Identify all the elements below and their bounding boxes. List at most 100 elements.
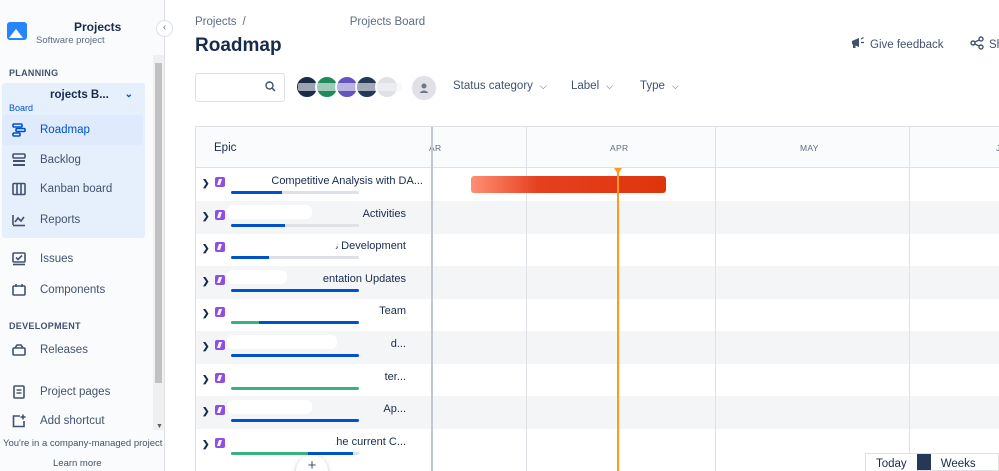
redacted-text <box>227 335 337 349</box>
sidebar-item-label: Components <box>40 284 106 296</box>
progress-inprogress-fill <box>231 354 359 357</box>
type-filter[interactable]: Type ⌵ <box>640 80 679 92</box>
redacted-avatar-names <box>298 83 402 91</box>
sidebar-item-label: Backlog <box>40 154 81 166</box>
chevron-down-icon[interactable]: ⌄ <box>124 89 133 100</box>
breadcrumb-board-link[interactable]: Projects Board <box>349 16 426 28</box>
epic-row[interactable]: ❯ Ap... <box>196 396 999 430</box>
page-title: Roadmap <box>195 35 282 56</box>
expand-chevron-icon[interactable]: ❯ <box>202 210 210 221</box>
sidebar-item-kanban-board[interactable]: Kanban board <box>2 174 143 204</box>
status-category-filter[interactable]: Status category ⌵ <box>453 80 547 92</box>
timeline-zoom-control: Today Weeks <box>865 453 999 471</box>
sidebar-item-issues[interactable]: Issues <box>2 244 143 274</box>
progress-inprogress-fill <box>231 223 285 227</box>
share-icon <box>970 36 984 53</box>
scroll-down-arrow-icon[interactable]: ▼ <box>156 423 163 430</box>
today-button[interactable]: Today <box>866 454 917 471</box>
sidebar-scrollbar[interactable]: ▼ <box>153 55 164 430</box>
epic-row[interactable]: ❯ to the current C... <box>196 429 999 462</box>
search-input[interactable] <box>195 73 285 102</box>
epic-icon <box>215 340 225 350</box>
column-resize-handle[interactable] <box>431 127 433 471</box>
epic-icon <box>215 405 225 416</box>
learn-more-link[interactable]: Learn more <box>53 458 102 469</box>
megaphone-icon <box>850 36 865 53</box>
add-person-icon[interactable] <box>412 76 436 100</box>
sidebar-item-releases[interactable]: Releases <box>2 335 143 365</box>
sidebar-item-components[interactable]: Components <box>2 275 143 305</box>
month-label: J <box>996 143 999 153</box>
label-filter[interactable]: Label ⌵ <box>571 80 613 92</box>
breadcrumb: Projects / Projects Board <box>195 16 425 28</box>
breadcrumb-projects-link[interactable]: Projects <box>195 16 237 28</box>
expand-chevron-icon[interactable]: ❯ <box>202 438 210 449</box>
collapse-sidebar-button[interactable]: ‹ <box>156 20 173 37</box>
reports-icon <box>11 212 27 228</box>
month-label: APR <box>610 143 629 153</box>
project-name[interactable]: Projects <box>74 20 122 34</box>
give-feedback-button[interactable]: Give feedback <box>850 36 944 53</box>
month-gridline <box>715 127 716 471</box>
weeks-button[interactable]: Weeks <box>940 458 976 470</box>
epic-timeline-bar[interactable] <box>471 176 666 193</box>
redacted-text <box>227 367 287 382</box>
planning-heading: PLANNING <box>9 68 59 78</box>
expand-chevron-icon[interactable]: ❯ <box>202 243 210 254</box>
type-filter-label: Type <box>640 80 665 92</box>
month-gridline <box>526 127 527 471</box>
sidebar-item-label: Releases <box>40 344 88 356</box>
epic-column-header: Epic <box>196 127 432 168</box>
progress-done-fill <box>231 451 308 455</box>
epic-row[interactable]: ❯ ter... <box>196 364 999 397</box>
epic-progress-bar <box>231 386 359 390</box>
roadmap-icon <box>11 122 27 138</box>
epic-icon <box>215 242 225 253</box>
expand-chevron-icon[interactable]: ❯ <box>202 178 210 188</box>
sidebar-item-roadmap[interactable]: Roadmap <box>2 115 143 145</box>
sidebar-item-label: Add shortcut <box>40 415 105 427</box>
sidebar-item-label: Reports <box>40 214 81 226</box>
timeline-header: AR APR MAY J <box>429 127 999 168</box>
share-button[interactable]: Sh <box>970 36 999 53</box>
kanban-board-icon <box>11 181 27 197</box>
today-marker-head <box>614 168 622 174</box>
issues-icon <box>11 251 27 267</box>
sidebar-item-reports[interactable]: Reports <box>2 205 143 235</box>
epic-row[interactable]: ❯ Activities <box>196 200 999 234</box>
progress-done-fill <box>231 321 260 325</box>
epic-icon <box>215 209 225 220</box>
progress-inprogress-fill <box>231 288 359 292</box>
add-shortcut-icon <box>11 413 27 429</box>
create-epic-button[interactable]: + <box>296 455 328 471</box>
epic-row[interactable]: ❯ entation Updates <box>196 265 999 299</box>
month-label: AR <box>429 143 442 153</box>
epic-title[interactable]: Competitive Analysis with DA... <box>271 175 423 187</box>
sidebar-item-project-pages[interactable]: Project pages <box>2 377 143 407</box>
epic-row[interactable]: ❯ Team <box>196 298 999 331</box>
epic-row[interactable]: ❯ d... <box>196 331 999 364</box>
roadmap-grid: ❯ Competitive Analysis with DA... ❯ Activit… <box>195 126 999 471</box>
board-subtitle: Board <box>9 103 34 113</box>
releases-icon <box>11 342 27 358</box>
epic-row[interactable]: ❯ Tools Development <box>196 233 999 266</box>
board-selector[interactable]: rojects B... <box>50 89 109 101</box>
sidebar-item-backlog[interactable]: Backlog <box>2 145 143 175</box>
expand-chevron-icon[interactable]: ❯ <box>202 341 210 351</box>
expand-chevron-icon[interactable]: ❯ <box>202 308 210 319</box>
share-label: Sh <box>989 38 999 51</box>
project-avatar-icon[interactable] <box>7 22 27 40</box>
epic-row[interactable]: ❯ Competitive Analysis with DA... <box>196 168 999 201</box>
zoom-divider <box>916 454 931 470</box>
sidebar-item-add-shortcut[interactable]: Add shortcut <box>2 406 143 436</box>
redacted-text <box>227 269 287 284</box>
sidebar-item-label: Roadmap <box>40 124 90 136</box>
epic-progress-bar <box>231 321 359 325</box>
sidebar-item-label: Kanban board <box>40 183 113 195</box>
expand-chevron-icon[interactable]: ❯ <box>202 373 210 384</box>
scrollbar-thumb[interactable] <box>155 63 162 383</box>
redacted-text <box>227 432 337 447</box>
today-marker <box>617 168 619 471</box>
expand-chevron-icon[interactable]: ❯ <box>202 406 210 417</box>
expand-chevron-icon[interactable]: ❯ <box>202 275 210 286</box>
